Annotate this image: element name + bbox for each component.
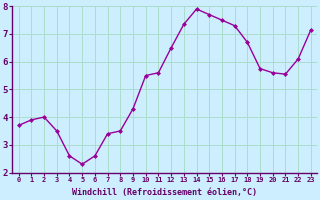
- X-axis label: Windchill (Refroidissement éolien,°C): Windchill (Refroidissement éolien,°C): [72, 188, 257, 197]
